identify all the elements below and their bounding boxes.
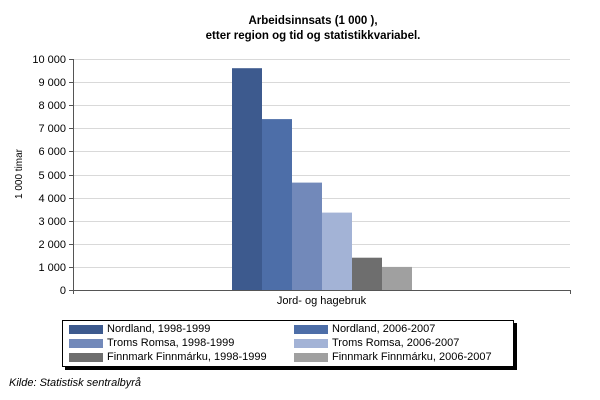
legend-label: Troms Romsa, 1998-1999 [107, 337, 235, 349]
legend-item: Troms Romsa, 2006-2007 [294, 336, 459, 350]
legend-item: Finnmark Finnmárku, 1998-1999 [69, 350, 267, 364]
bar [352, 257, 382, 290]
legend: Nordland, 1998-1999 Nordland, 2006-2007 Tr… [62, 320, 514, 367]
legend-swatch [69, 324, 103, 334]
axes: 0 1 000 2 000 3 000 4 000 5 000 6 000 7 000 8 00… [32, 54, 571, 307]
y-tick-label: 8 000 [38, 100, 66, 112]
legend-label: Finnmark Finnmárku, 2006-2007 [332, 351, 492, 363]
legend-item: Nordland, 2006-2007 [294, 322, 435, 336]
chart-title-line2: etter region og tid og statistikkvariabe… [205, 30, 421, 42]
x-tick-label: Jord- og hagebruk [277, 295, 367, 307]
bar [322, 212, 352, 290]
y-tick-label: 5 000 [38, 170, 66, 182]
bar [382, 266, 412, 290]
y-tick-label: 1 000 [38, 262, 66, 274]
bars [232, 68, 412, 290]
y-axis-label: 1 000 timar [14, 148, 25, 199]
legend-label: Troms Romsa, 2006-2007 [332, 337, 460, 349]
legend-swatch [294, 338, 328, 348]
legend-swatch [69, 352, 103, 362]
source-note: Kilde: Statistisk sentralbyrå [9, 377, 142, 389]
bar [232, 68, 262, 290]
legend-item: Troms Romsa, 1998-1999 [69, 336, 234, 350]
bar-chart: 0 1 000 2 000 3 000 4 000 5 000 6 000 7 000 8 00… [14, 54, 571, 307]
legend-item: Finnmark Finnmárku, 2006-2007 [294, 350, 492, 364]
legend-label: Nordland, 1998-1999 [107, 323, 211, 335]
y-tick-label: 6 000 [38, 146, 66, 158]
y-tick-label: 4 000 [38, 193, 66, 205]
y-tick-label: 3 000 [38, 216, 66, 228]
y-tick-label: 0 [60, 285, 66, 297]
y-tick-label: 10 000 [32, 54, 66, 66]
chart-title: Arbeidsinnsats (1 000 ), etter region og… [0, 14, 600, 44]
legend-swatch [294, 352, 328, 362]
y-tick-label: 2 000 [38, 239, 66, 251]
bar [262, 119, 292, 290]
legend-label: Finnmark Finnmárku, 1998-1999 [107, 351, 267, 363]
legend-swatch [294, 324, 328, 334]
legend-label: Nordland, 2006-2007 [332, 323, 436, 335]
y-tick-label: 7 000 [38, 123, 66, 135]
legend-item: Nordland, 1998-1999 [69, 322, 210, 336]
bar [292, 182, 322, 290]
legend-swatch [69, 338, 103, 348]
y-tick-label: 9 000 [38, 77, 66, 89]
chart-title-line1: Arbeidsinnsats (1 000 ), [248, 15, 378, 27]
